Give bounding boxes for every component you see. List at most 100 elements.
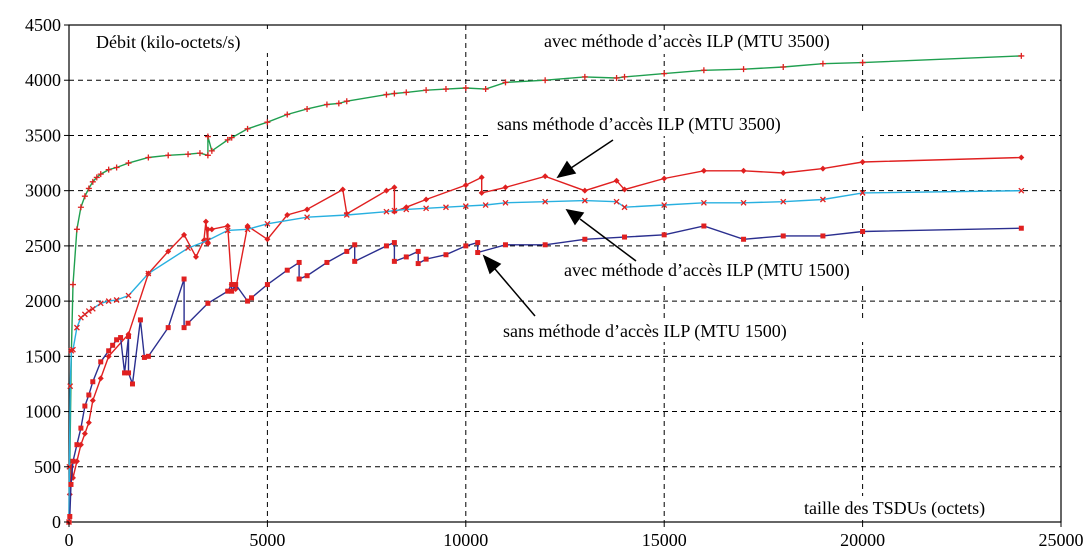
arrow-sans-3500 [570,139,614,169]
data-point [819,196,826,203]
data-point [86,392,92,398]
data-point [126,333,132,339]
grid [69,25,1061,522]
data-point [482,202,489,208]
data-point [423,256,429,262]
data-point [185,320,191,326]
data-point [192,253,199,260]
data-point [73,226,80,233]
data-point [122,370,128,376]
data-point [81,430,88,437]
data-point [165,152,172,159]
series-layer [66,52,1025,525]
data-point [502,184,509,191]
data-point [74,442,80,448]
data-point [264,220,271,227]
data-point [296,259,302,265]
data-point [462,182,469,189]
data-point [181,276,187,282]
data-point [502,242,508,248]
x-tick-label: 10000 [443,530,488,550]
data-point [141,354,147,360]
data-point [581,187,588,194]
x-tick-label: 20000 [840,530,885,550]
data-point [391,240,397,246]
data-point [228,134,235,141]
data-point [442,86,449,93]
data-point [145,353,151,359]
data-point [820,233,826,239]
y-tick-label: 2500 [25,236,61,256]
data-point [391,184,398,191]
data-point [304,206,311,213]
data-point [165,325,171,331]
data-point [780,63,787,70]
data-point [69,281,76,288]
data-point [224,227,231,234]
x-tick-label: 5000 [249,530,285,550]
y-tick-label: 3500 [25,125,61,145]
data-point [502,199,509,206]
data-point [304,105,311,112]
data-point [581,197,588,204]
data-point [165,248,172,255]
data-point [352,258,358,264]
data-point [264,282,270,288]
arrow-avec-1500 [579,218,637,262]
data-point [204,237,211,244]
data-point [443,252,449,258]
data-point [229,288,235,294]
data-point [145,154,152,161]
data-point [67,383,74,390]
y-axis-label: Débit (kilo-octets/s) [96,32,240,53]
data-point [622,234,628,240]
data-point [383,243,389,249]
y-tick-label: 1000 [25,402,61,422]
data-point [475,240,481,246]
data-point [204,226,211,233]
data-point [780,198,787,205]
data-point [106,348,112,354]
data-point [478,189,485,196]
data-point [105,353,112,360]
data-point [403,254,409,260]
series-2 [66,154,1025,525]
data-point [613,177,620,184]
data-point [125,160,132,167]
data-point [463,243,469,249]
data-point [391,207,398,214]
annotation-sans-1500: sans méthode d’accès ILP (MTU 1500) [503,321,787,342]
data-point [352,242,358,248]
data-point [137,317,143,323]
data-point [264,119,271,126]
series-line [68,156,1022,523]
series-3 [66,187,1025,525]
x-tick-label: 15000 [642,530,687,550]
data-point [383,208,390,215]
data-point [229,282,235,288]
annotation-avec-3500: avec méthode d’accès ILP (MTU 3500) [544,31,830,52]
data-point [859,59,866,66]
data-point [391,208,398,215]
data-point [85,308,92,315]
data-point [423,87,430,94]
data-point [125,292,132,299]
data-point [90,379,96,385]
data-point [208,147,215,154]
xlabel-bg [800,496,1050,520]
y-tick-label: 3000 [25,181,61,201]
data-point [391,258,397,264]
data-point [323,101,330,108]
data-point [304,214,311,221]
data-point [126,370,132,376]
data-point [93,174,100,181]
arrowhead-sans-1500 [482,254,502,275]
data-point [582,236,588,242]
data-point [383,187,390,194]
data-point [542,173,549,180]
data-point [85,419,92,426]
data-point [181,325,187,331]
annotation-bg-1 [540,30,932,54]
data-point [403,89,410,96]
data-point [462,84,469,91]
